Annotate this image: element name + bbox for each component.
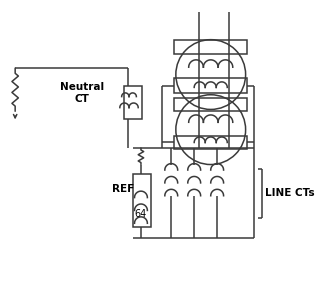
Text: Neutral
CT: Neutral CT	[60, 82, 104, 104]
Text: REF: REF	[112, 184, 135, 194]
Text: 64: 64	[135, 209, 147, 219]
Bar	[133, 174, 151, 227]
Bar	[174, 99, 247, 111]
Bar	[174, 136, 247, 149]
Bar	[174, 78, 247, 93]
Bar	[174, 40, 247, 54]
Bar	[124, 86, 142, 119]
Text: LINE CTs: LINE CTs	[265, 188, 315, 198]
